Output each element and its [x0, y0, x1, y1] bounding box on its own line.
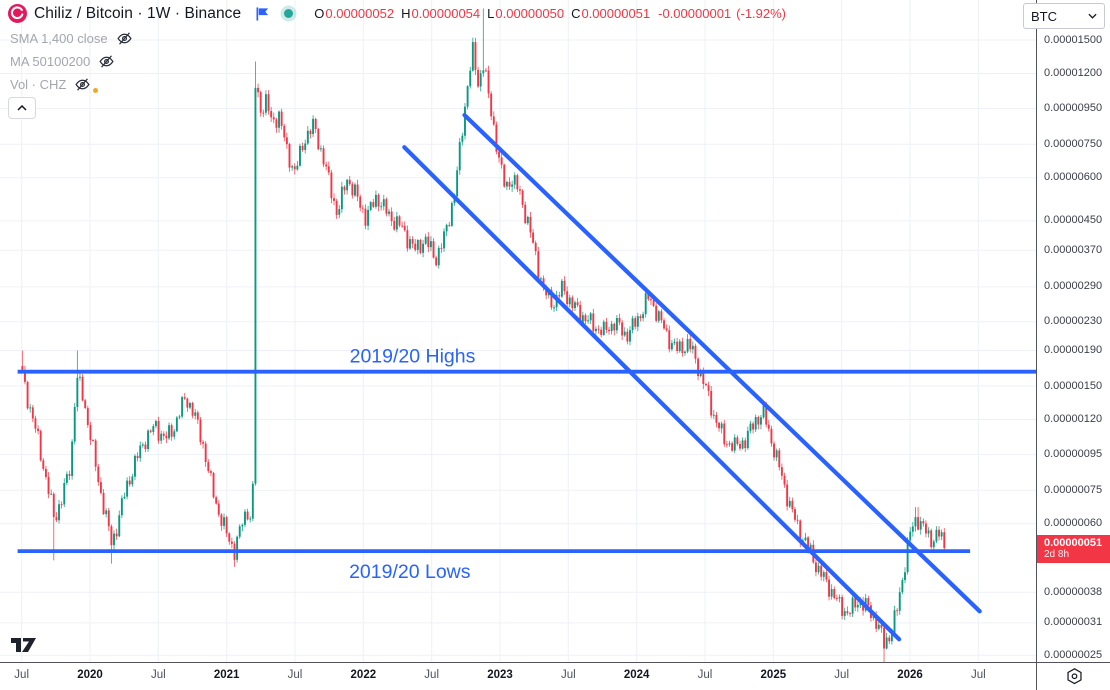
time-tick: 2024: [623, 669, 650, 681]
time-tick: Jul: [287, 669, 303, 681]
chevron-down-icon: [1088, 13, 1097, 19]
price-tick: 0.00000750: [1044, 137, 1103, 150]
chevron-up-icon: [17, 105, 27, 111]
alert-dot-icon: [93, 88, 99, 93]
low-label: L: [487, 6, 495, 21]
price-tick: 0.00001200: [1044, 67, 1103, 80]
close-value: 0.00000051: [581, 6, 651, 21]
indicator-label-vol[interactable]: Vol · CHZ: [10, 77, 67, 92]
price-tick: 0.00000150: [1044, 379, 1103, 392]
bar-countdown: 2d 8h: [1044, 549, 1070, 561]
time-tick: 2020: [77, 669, 103, 681]
price-tick: 0.00000950: [1044, 102, 1103, 115]
change-percent: (-1.92%): [736, 6, 787, 21]
ohlc-readout: O 0.00000052 H 0.00000054 L 0.00000050 C…: [307, 6, 786, 21]
eye-off-icon[interactable]: [74, 76, 99, 93]
price-chart[interactable]: 2019/20 Highs 2019/20 Lows: [0, 0, 1036, 662]
hexagon-settings-icon[interactable]: [1064, 666, 1085, 687]
price-tick: 0.00000230: [1044, 315, 1103, 328]
price-tick: 0.00000290: [1044, 280, 1103, 293]
time-tick: Jul: [14, 669, 29, 681]
current-price-value: 0.00000051: [1044, 537, 1103, 550]
price-tick: 0.00000038: [1044, 585, 1103, 598]
price-axis[interactable]: 0.00000051 2d 8h 0.00001500 0.00001200 0.0…: [1036, 0, 1110, 662]
low-value: 0.00000050: [495, 6, 565, 21]
price-tick: 0.00000075: [1044, 483, 1103, 496]
flag-icon[interactable]: [255, 6, 270, 22]
chiliz-logo-icon: [8, 4, 27, 23]
time-tick: Jul: [834, 669, 849, 681]
status-dot-icon: [284, 9, 294, 18]
indicator-row-ma: MA 50100200: [10, 50, 133, 73]
unit-selector-value: BTC: [1031, 8, 1057, 24]
svg-text:2019/20 Highs: 2019/20 Highs: [350, 346, 476, 368]
high-value: 0.00000054: [411, 6, 481, 21]
axis-corner[interactable]: [1036, 662, 1110, 690]
price-tick: 0.00000190: [1044, 343, 1103, 356]
symbol-title[interactable]: Chiliz / Bitcoin · 1W · Binance: [34, 4, 242, 22]
time-tick: 2025: [760, 669, 787, 681]
indicator-row-vol: Vol · CHZ: [10, 73, 133, 96]
price-tick: 0.00001500: [1044, 33, 1103, 46]
price-tick: 0.00000120: [1044, 413, 1103, 426]
open-value: 0.00000052: [325, 6, 395, 21]
time-axis[interactable]: Jul 2020 Jul 2021 Jul 2022 Jul 2023 Jul 2024 Jul 20…: [0, 662, 1110, 690]
time-tick: Jul: [150, 669, 166, 681]
time-tick: 2026: [897, 669, 923, 681]
time-tick: Jul: [424, 669, 439, 681]
symbol-header: Chiliz / Bitcoin · 1W · Binance O 0.0000…: [8, 4, 786, 23]
eye-off-icon[interactable]: [116, 30, 133, 47]
unit-selector[interactable]: BTC: [1023, 3, 1105, 29]
time-tick: Jul: [970, 669, 986, 681]
indicator-row-sma: SMA 1,400 close: [10, 27, 133, 50]
price-tick: 0.00000600: [1044, 171, 1103, 184]
open-label: O: [314, 6, 325, 21]
high-label: H: [401, 6, 411, 21]
close-label: C: [571, 6, 581, 21]
eye-off-icon[interactable]: [98, 53, 115, 70]
time-tick: Jul: [560, 669, 576, 681]
price-tick: 0.00000031: [1044, 616, 1103, 629]
indicator-legend: SMA 1,400 close MA 50100200 Vol · CHZ: [10, 27, 133, 96]
price-tick: 0.00000370: [1044, 243, 1103, 256]
indicator-label-ma[interactable]: MA 50100200: [10, 54, 91, 69]
tradingview-logo-icon[interactable]: [11, 637, 40, 659]
time-tick: 2021: [213, 669, 240, 681]
svg-text:2019/20 Lows: 2019/20 Lows: [349, 561, 471, 583]
price-tick: 0.00000095: [1044, 448, 1103, 461]
legend-collapse-button[interactable]: [8, 97, 36, 119]
time-tick: 2022: [350, 669, 377, 681]
current-price-tag: 0.00000051 2d 8h: [1037, 535, 1110, 564]
price-tick: 0.00000450: [1044, 214, 1103, 227]
time-tick: 2023: [487, 669, 513, 681]
time-tick: Jul: [697, 669, 713, 681]
price-tick: 0.00000060: [1044, 517, 1103, 530]
price-tick: 0.00000025: [1044, 648, 1103, 661]
indicator-label-sma[interactable]: SMA 1,400 close: [10, 31, 108, 46]
change-value: -0.00000001: [658, 6, 732, 21]
